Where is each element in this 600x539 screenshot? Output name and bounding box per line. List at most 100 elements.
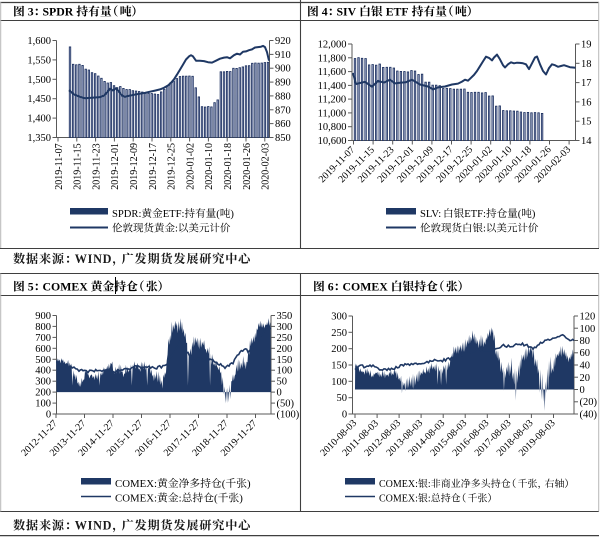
svg-text:2019-12-25: 2019-12-25 — [167, 143, 178, 190]
svg-text:4: 4 — [322, 5, 328, 19]
svg-text:2020-01-10: 2020-01-10 — [204, 143, 215, 190]
svg-text:11,200: 11,200 — [318, 95, 347, 106]
svg-text:WIND: WIND — [75, 519, 113, 533]
svg-text:(: ( — [214, 493, 218, 505]
svg-text:11,600: 11,600 — [318, 67, 347, 78]
svg-text:60: 60 — [580, 348, 591, 359]
svg-text:SPDR: SPDR — [43, 5, 74, 19]
svg-text:): ) — [247, 478, 251, 490]
svg-text:SIV: SIV — [337, 5, 357, 19]
svg-text:2019-11-07: 2019-11-07 — [54, 143, 65, 189]
svg-text:(40): (40) — [580, 410, 598, 421]
svg-text::: : — [179, 493, 182, 505]
svg-text::: : — [175, 224, 178, 235]
svg-text:1,600: 1,600 — [27, 36, 51, 47]
svg-text:100: 100 — [331, 377, 347, 388]
svg-text:870: 870 — [275, 105, 291, 116]
svg-text:19: 19 — [581, 40, 592, 51]
svg-text:COMEX:: COMEX: — [115, 478, 157, 490]
svg-text:850: 850 — [275, 133, 291, 144]
svg-text:860: 860 — [275, 119, 291, 130]
svg-text:300: 300 — [331, 312, 347, 323]
svg-text:900: 900 — [275, 64, 291, 75]
svg-text:COMEX: COMEX — [343, 280, 389, 294]
svg-text:(: ( — [216, 209, 220, 220]
svg-text:1,550: 1,550 — [27, 55, 51, 66]
svg-text:350: 350 — [277, 311, 293, 322]
svg-text:15: 15 — [581, 117, 592, 128]
svg-text:11,400: 11,400 — [318, 81, 347, 92]
svg-text:COMEX: COMEX — [43, 280, 89, 294]
svg-text:200: 200 — [35, 388, 51, 399]
svg-text:50: 50 — [277, 377, 288, 388]
svg-text:250: 250 — [277, 333, 293, 344]
svg-text:2019-11-15: 2019-11-15 — [73, 143, 84, 189]
svg-text:2020-01-26: 2020-01-26 — [242, 143, 253, 190]
svg-text:0: 0 — [277, 388, 282, 399]
svg-text:200: 200 — [331, 344, 347, 355]
svg-text:300: 300 — [35, 377, 51, 388]
svg-text::: : — [428, 494, 431, 505]
svg-text:COMEX:: COMEX: — [379, 494, 418, 505]
svg-text:14: 14 — [581, 136, 592, 147]
svg-text:2019-12-01: 2019-12-01 — [110, 143, 121, 190]
svg-text:200: 200 — [277, 344, 293, 355]
svg-text:2020-01-18: 2020-01-18 — [223, 143, 234, 190]
svg-text:0: 0 — [342, 410, 347, 421]
svg-text:): ) — [239, 493, 243, 505]
svg-text:910: 910 — [275, 50, 291, 61]
svg-text:920: 920 — [275, 36, 291, 47]
svg-text:300: 300 — [277, 322, 293, 333]
svg-text:890: 890 — [275, 78, 291, 89]
svg-text:10,800: 10,800 — [318, 122, 347, 133]
svg-text:600: 600 — [35, 344, 51, 355]
svg-text:100: 100 — [580, 324, 596, 335]
svg-text:10,600: 10,600 — [318, 136, 347, 147]
svg-text:1,350: 1,350 — [27, 133, 51, 144]
svg-text:100: 100 — [35, 399, 51, 410]
svg-text:2019-12-09: 2019-12-09 — [129, 143, 140, 190]
svg-text:1,500: 1,500 — [27, 75, 51, 86]
svg-text::: : — [483, 224, 486, 235]
svg-text:150: 150 — [277, 355, 293, 366]
svg-text:120: 120 — [580, 312, 596, 323]
svg-text:): ) — [230, 209, 234, 220]
svg-text:2020-01-02: 2020-01-02 — [185, 143, 196, 190]
svg-text:SLV:: SLV: — [420, 209, 441, 220]
svg-text:880: 880 — [275, 91, 291, 102]
svg-text:ETF:: ETF: — [464, 209, 486, 220]
svg-text:12,000: 12,000 — [318, 40, 347, 51]
svg-text:ETF:: ETF: — [163, 209, 185, 220]
svg-text:(: ( — [222, 478, 226, 490]
svg-text:6: 6 — [328, 280, 334, 294]
svg-text:40: 40 — [580, 361, 591, 372]
svg-text:17: 17 — [581, 78, 592, 89]
svg-text:ETF: ETF — [386, 5, 409, 19]
svg-text:20: 20 — [580, 373, 591, 384]
svg-text:WIND: WIND — [75, 252, 113, 266]
svg-text:COMEX:: COMEX: — [115, 493, 157, 505]
svg-text:80: 80 — [580, 336, 591, 347]
svg-text:100: 100 — [277, 366, 293, 377]
svg-text:1,450: 1,450 — [27, 94, 51, 105]
svg-text:400: 400 — [35, 366, 51, 377]
svg-text:2019-11-23: 2019-11-23 — [91, 143, 102, 189]
svg-text:1,400: 1,400 — [27, 114, 51, 125]
svg-text:2019-12-17: 2019-12-17 — [148, 143, 159, 190]
svg-text:700: 700 — [35, 333, 51, 344]
svg-text:18: 18 — [581, 59, 592, 70]
svg-text:COMEX:: COMEX: — [379, 479, 418, 490]
svg-text:500: 500 — [35, 355, 51, 366]
svg-text:800: 800 — [35, 322, 51, 333]
svg-text:(100): (100) — [277, 410, 300, 421]
svg-text:0: 0 — [580, 385, 585, 396]
svg-text:900: 900 — [35, 311, 51, 322]
svg-text:(: ( — [518, 209, 522, 220]
svg-text:16: 16 — [581, 97, 592, 108]
svg-text::: : — [428, 479, 431, 490]
svg-text:3: 3 — [28, 5, 34, 19]
svg-text:0: 0 — [46, 410, 51, 421]
svg-text:(50): (50) — [277, 399, 295, 410]
svg-text:250: 250 — [331, 328, 347, 339]
svg-text:50: 50 — [337, 393, 348, 404]
